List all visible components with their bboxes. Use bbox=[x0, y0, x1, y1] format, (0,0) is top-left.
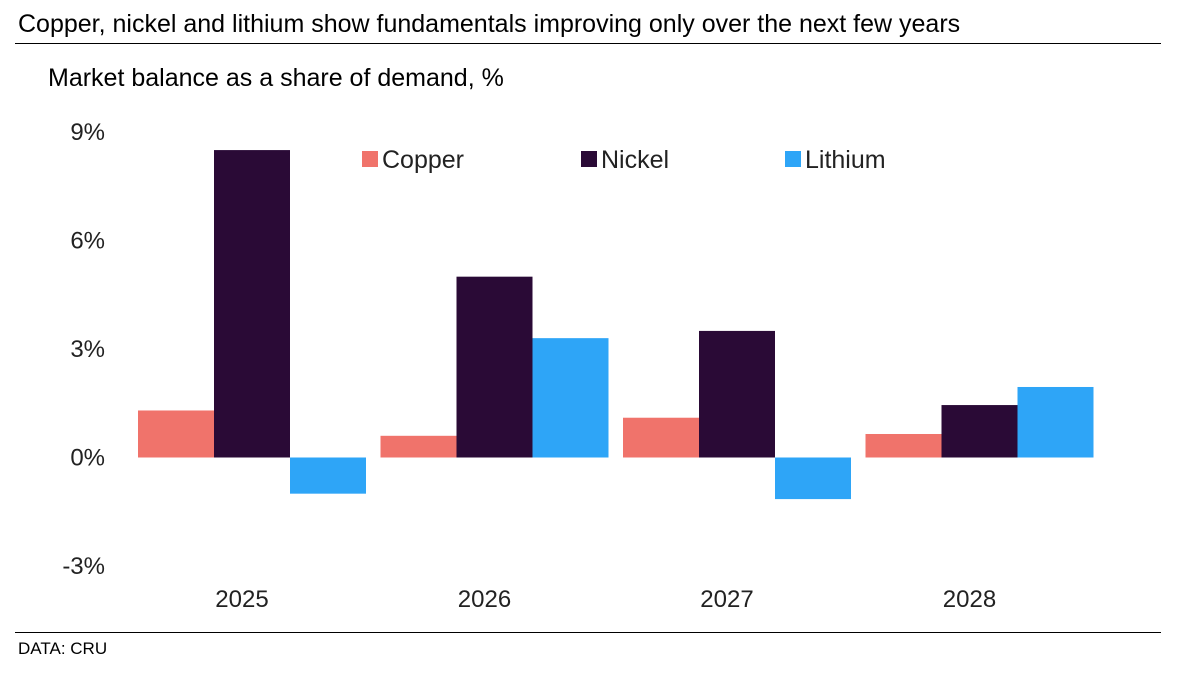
x-tick-label-2028: 2028 bbox=[943, 586, 996, 613]
y-tick-label: 9% bbox=[70, 119, 105, 146]
y-tick-label: 0% bbox=[70, 445, 105, 472]
legend-swatch-copper bbox=[362, 151, 378, 167]
legend-label-lithium: Lithium bbox=[805, 146, 886, 174]
legend-label-nickel: Nickel bbox=[601, 146, 669, 174]
bar-lithium-2026 bbox=[532, 338, 609, 458]
title-divider bbox=[15, 43, 1161, 44]
x-tick-label-2027: 2027 bbox=[700, 586, 753, 613]
bar-copper-2027 bbox=[623, 417, 699, 458]
x-tick-label-2025: 2025 bbox=[215, 586, 268, 613]
bar-copper-2028 bbox=[865, 433, 942, 458]
chart-subtitle: Market balance as a share of demand, % bbox=[48, 64, 504, 92]
y-axis: 9% 6% 3% 0% -3% bbox=[62, 119, 105, 580]
legend-item-lithium: Lithium bbox=[785, 146, 886, 174]
x-axis: 2025 2026 2027 2028 bbox=[215, 586, 996, 613]
y-tick-label: 3% bbox=[70, 336, 105, 363]
legend-item-copper: Copper bbox=[362, 146, 464, 174]
y-tick-label: 6% bbox=[70, 228, 105, 255]
y-tick-label: -3% bbox=[62, 553, 105, 580]
legend-swatch-lithium bbox=[785, 151, 801, 167]
bar-nickel-2026 bbox=[456, 276, 533, 458]
x-tick-label-2026: 2026 bbox=[458, 586, 511, 613]
data-source-note: DATA: CRU bbox=[18, 639, 108, 658]
chart-title: Copper, nickel and lithium show fundamen… bbox=[18, 10, 961, 38]
bar-lithium-2025 bbox=[290, 457, 366, 494]
bar-nickel-2027 bbox=[699, 330, 775, 458]
bars-layer bbox=[138, 150, 1094, 500]
legend-swatch-nickel bbox=[581, 151, 597, 167]
bar-copper-2025 bbox=[138, 410, 214, 458]
bar-lithium-2028 bbox=[1017, 386, 1094, 458]
legend-item-nickel: Nickel bbox=[581, 146, 669, 174]
bar-nickel-2028 bbox=[941, 405, 1018, 458]
footer-divider bbox=[15, 632, 1161, 633]
bar-lithium-2027 bbox=[775, 457, 851, 500]
bar-nickel-2025 bbox=[214, 150, 290, 458]
legend: Copper Nickel Lithium bbox=[362, 146, 886, 174]
bar-copper-2026 bbox=[380, 435, 457, 458]
legend-label-copper: Copper bbox=[382, 146, 464, 174]
